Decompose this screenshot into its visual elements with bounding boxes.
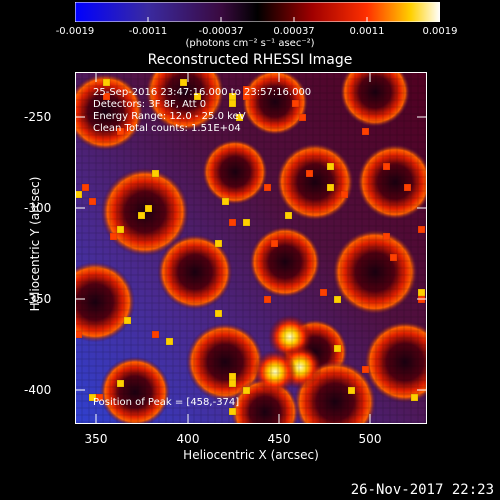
y-axis-label: Heliocentric Y (arcsec) (28, 176, 42, 312)
annotation-time: 25-Sep-2016 23:47:16.000 to 23:57:16.000 (93, 87, 312, 98)
x-tick: 400 (176, 432, 200, 446)
colorbar-tick: 0.0019 (422, 26, 458, 37)
rhessi-image (75, 72, 427, 424)
x-tick: 350 (84, 432, 108, 446)
annotation-counts: Clean Total counts: 1.51E+04 (93, 123, 241, 134)
colorbar-tick: -0.0011 (128, 26, 168, 37)
colorbar-tick: -0.0019 (55, 26, 95, 37)
colorbar-tick: 0.0011 (349, 26, 385, 37)
x-tick: 450 (267, 432, 291, 446)
colorbar-tick: -0.00037 (198, 26, 244, 37)
annotation-peak: Position of Peak = [458,-374] (93, 397, 240, 408)
colorbar-tick: 0.00037 (273, 26, 315, 37)
y-tick: -350 (24, 292, 52, 306)
colorbar (75, 2, 440, 22)
y-tick: -250 (24, 110, 52, 124)
x-axis-label: Heliocentric X (arcsec) (183, 448, 319, 462)
timestamp: 26-Nov-2017 22:23 (350, 482, 494, 498)
annotation-energy: Energy Range: 12.0 - 25.0 keV (93, 111, 246, 122)
annotation-detectors: Detectors: 3F 8F, Att 0 (93, 99, 207, 110)
image-title: Reconstructed RHESSI Image (147, 52, 353, 68)
y-tick: -300 (24, 201, 52, 215)
colorbar-units: (photons cm⁻² s⁻¹ asec⁻²) (185, 38, 315, 49)
y-tick: -400 (24, 383, 52, 397)
x-tick: 500 (358, 432, 382, 446)
